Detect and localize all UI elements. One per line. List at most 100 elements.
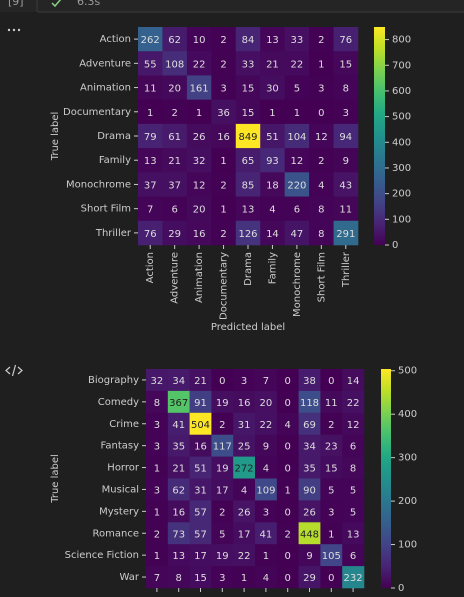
cell: [260, 148, 285, 173]
cell: [146, 390, 169, 414]
cell: [211, 196, 237, 222]
cell: [162, 75, 188, 100]
dot: [17, 28, 21, 32]
cell-value: 1: [328, 529, 334, 540]
cell: [233, 544, 256, 567]
cell-value: 2: [328, 420, 334, 431]
cell: [167, 544, 190, 567]
cell: [276, 544, 299, 567]
cell-value: 90: [303, 485, 316, 496]
colorbar-tick-label: 400: [392, 137, 411, 148]
cell: [255, 566, 278, 589]
cell-value: 0: [285, 398, 291, 409]
cell-value: 91: [194, 398, 207, 409]
cell-value: 220: [287, 180, 306, 191]
cell-value: 1: [147, 108, 153, 119]
y-tick-label: Biography: [88, 375, 139, 386]
cell: [233, 434, 256, 457]
cell-value: 1: [263, 551, 269, 562]
cell: [138, 27, 163, 52]
cell-value: 22: [193, 59, 206, 70]
cell-value: 9: [263, 442, 269, 453]
cell: [235, 99, 261, 125]
cell: [276, 522, 299, 545]
cell-value: 61: [168, 132, 181, 143]
x-tick-label: Short Film: [316, 252, 327, 302]
cell: [167, 566, 190, 589]
cell-value: 849: [238, 132, 257, 143]
y-tick-label: Animation: [80, 83, 131, 94]
cell: [186, 123, 212, 149]
colorbar-tick-label: 600: [392, 86, 411, 97]
cell: [211, 456, 234, 479]
cell: [211, 99, 237, 125]
cell: [189, 522, 212, 545]
cell-value: 2: [220, 35, 226, 46]
cell-value: 55: [144, 59, 157, 70]
cell: [211, 522, 234, 545]
cell-value: 21: [168, 156, 181, 167]
cell-value: 32: [193, 156, 206, 167]
cell: [309, 27, 334, 52]
cell: [255, 544, 278, 567]
cell: [186, 27, 212, 52]
cell-value: 15: [242, 108, 255, 119]
cell-value: 3: [263, 507, 269, 518]
cell: [189, 544, 212, 567]
cell: [186, 172, 212, 197]
more-actions[interactable]: [7, 28, 21, 32]
cell: [235, 51, 261, 76]
y-tick-label: Thriller: [95, 228, 132, 239]
cell: [211, 172, 237, 197]
cell-value: 232: [344, 573, 363, 584]
cell: [211, 369, 234, 392]
cell-value: 16: [217, 132, 230, 143]
cell-value: 22: [238, 551, 251, 562]
cell-value: 2: [318, 35, 324, 46]
cell-value: 84: [242, 35, 255, 46]
cell-value: 11: [325, 398, 338, 409]
cell-value: 76: [339, 35, 352, 46]
cell: [186, 99, 212, 125]
colorbar-tick-label: 200: [398, 496, 417, 507]
cell: [186, 196, 212, 222]
cell-value: 62: [168, 35, 181, 46]
cell-value: 291: [336, 229, 355, 240]
cell-value: 41: [260, 529, 273, 540]
cell: [189, 478, 212, 501]
cell: [298, 522, 321, 545]
cell-value: 43: [339, 180, 352, 191]
cell-prompt: [9]: [8, 0, 24, 8]
cell: [255, 434, 278, 457]
cell-value: 2: [219, 420, 225, 431]
colorbar: [381, 369, 391, 588]
cell: [298, 369, 321, 392]
y-tick-label: Family: [99, 155, 131, 166]
cell: [211, 390, 234, 414]
cell-value: 17: [194, 551, 207, 562]
cell-value: 57: [194, 529, 207, 540]
cell-value: 11: [339, 205, 352, 216]
cell-value: 3: [343, 108, 349, 119]
cell: [167, 390, 190, 414]
cell: [162, 148, 188, 173]
colorbar-tick-label: 200: [392, 189, 411, 200]
cell-value: 20: [260, 398, 273, 409]
cell: [162, 196, 188, 222]
cell-value: 5: [294, 84, 300, 95]
cell-value: 38: [303, 376, 316, 387]
cell: [284, 123, 310, 149]
cell: [146, 434, 169, 457]
cell: [342, 369, 365, 392]
cell-value: 161: [190, 84, 209, 95]
cell-value: 4: [263, 464, 269, 475]
dot: [7, 28, 11, 32]
code-icon[interactable]: [5, 364, 23, 377]
x-tick-label: Thriller: [341, 251, 352, 288]
cell-value: 12: [347, 420, 360, 431]
cell: [233, 369, 256, 392]
cell-value: 16: [238, 398, 251, 409]
cell-value: 19: [216, 464, 229, 475]
cell: [167, 412, 190, 435]
cell: [189, 412, 212, 435]
